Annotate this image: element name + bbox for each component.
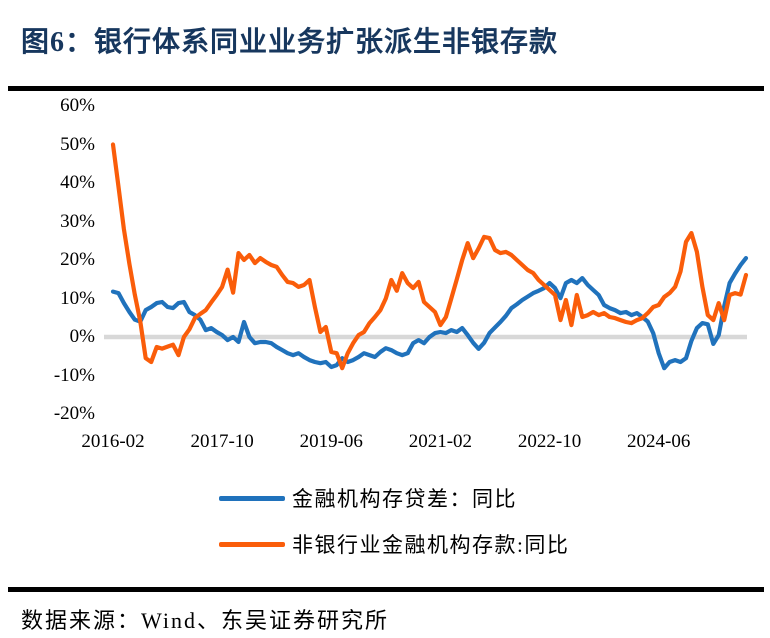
x-tick-label: 2022-10: [517, 431, 582, 452]
y-tick-label: 0%: [69, 326, 95, 347]
x-tick-label: 2017-10: [190, 431, 254, 452]
y-tick-label: 30%: [60, 210, 95, 232]
series-line-nonbank-deposits: [110, 142, 749, 371]
legend-label-deposit-loan-gap: 金融机构存贷差：同比: [292, 487, 517, 511]
legend-swatch-blue-line: [219, 495, 285, 501]
legend-item-deposit-loan-gap: 金融机构存贷差：同比: [219, 485, 517, 511]
legend-item-nonbank-deposits: 非银行业金融机构存款:同比: [219, 531, 569, 557]
x-tick-label: 2021-02: [408, 431, 473, 452]
series-line-deposit-loan-gap: [110, 256, 749, 371]
y-tick-label: -20%: [53, 403, 95, 424]
legend-swatch-orange-line: [219, 541, 285, 547]
x-tick-label: 2016-02: [81, 431, 145, 452]
footer-rule: [8, 587, 764, 592]
y-tick-label: 10%: [60, 287, 95, 309]
y-tick-label: 40%: [60, 172, 95, 193]
x-tick-label: 2019-06: [299, 431, 363, 452]
title-rule: [8, 86, 764, 91]
data-source: 数据来源：Wind、东吴证券研究所: [21, 608, 389, 633]
page-title: 图6：银行体系同业业务扩张派生非银存款: [21, 27, 559, 58]
x-tick-label: 2024-06: [627, 431, 691, 452]
y-tick-label: -10%: [53, 364, 95, 386]
y-tick-label: 20%: [60, 249, 95, 270]
legend-label-nonbank-deposits: 非银行业金融机构存款:同比: [292, 533, 570, 557]
y-tick-label: 50%: [60, 133, 95, 155]
y-tick-label: 60%: [60, 95, 95, 116]
